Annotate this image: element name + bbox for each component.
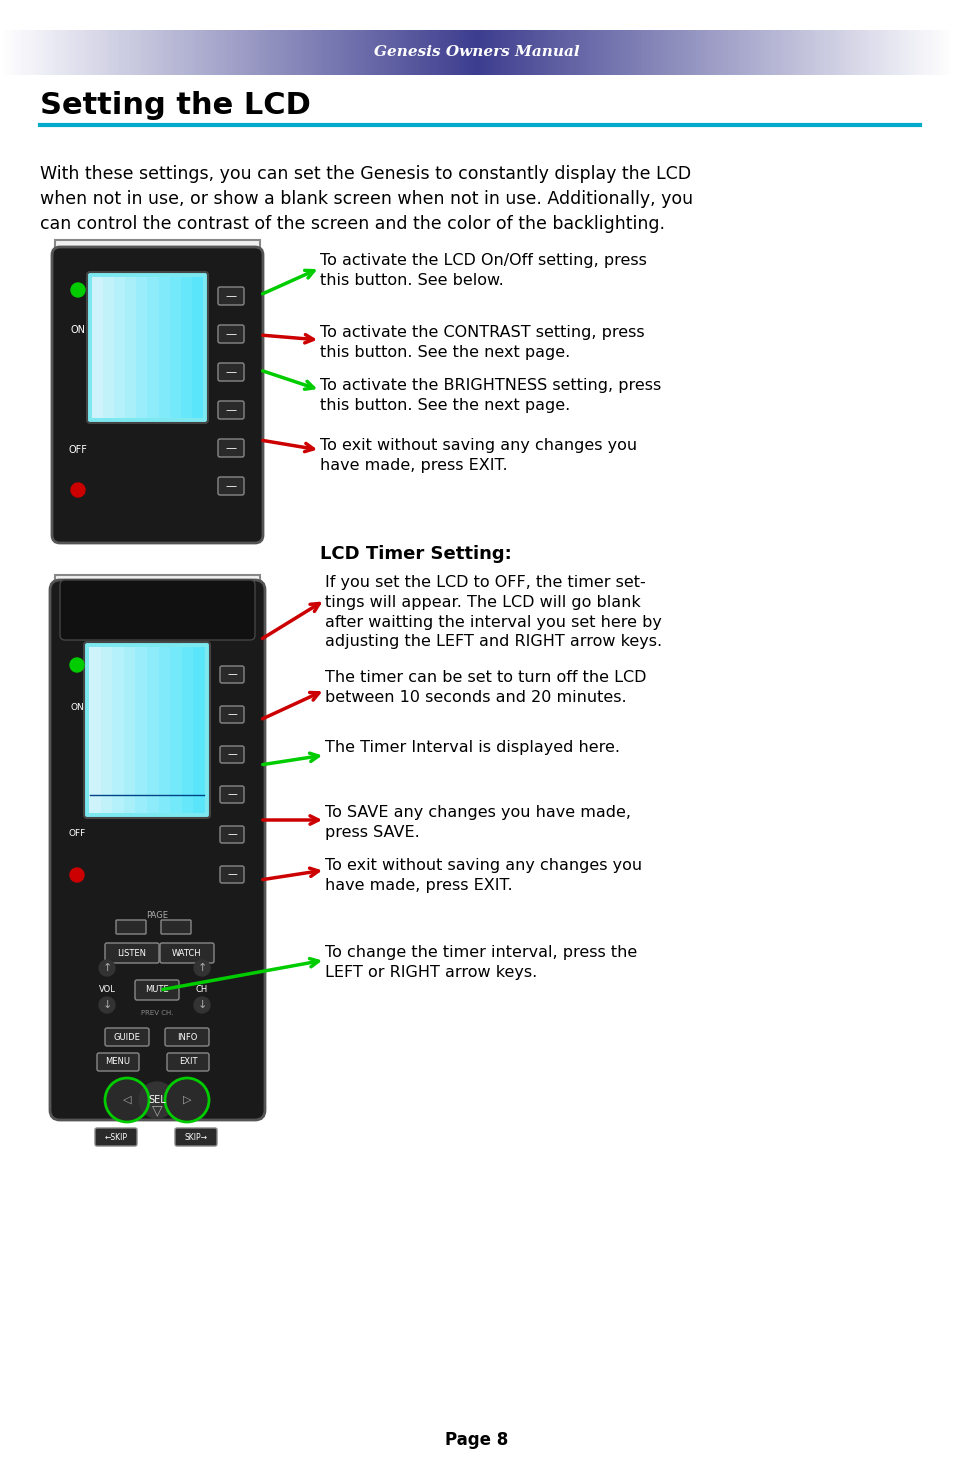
FancyBboxPatch shape — [97, 1053, 139, 1071]
Text: —: — — [227, 709, 236, 718]
FancyBboxPatch shape — [220, 746, 244, 763]
FancyBboxPatch shape — [105, 943, 159, 963]
Text: VOL: VOL — [98, 985, 115, 994]
Text: OFF: OFF — [69, 829, 86, 838]
FancyBboxPatch shape — [220, 826, 244, 844]
Text: SKIP→: SKIP→ — [184, 1133, 208, 1142]
Text: ▷: ▷ — [183, 1094, 191, 1105]
FancyBboxPatch shape — [95, 1128, 137, 1146]
Text: ↑: ↑ — [197, 963, 207, 974]
FancyBboxPatch shape — [218, 476, 244, 496]
Circle shape — [99, 997, 115, 1013]
FancyBboxPatch shape — [218, 288, 244, 305]
Text: To exit without saving any changes you
have made, press EXIT.: To exit without saving any changes you h… — [325, 858, 641, 892]
Text: —: — — [227, 749, 236, 760]
Text: PAGE: PAGE — [146, 910, 168, 919]
Text: OFF: OFF — [69, 445, 88, 454]
FancyBboxPatch shape — [52, 246, 263, 543]
Text: —: — — [225, 481, 236, 491]
Circle shape — [165, 1078, 209, 1122]
Text: LISTEN: LISTEN — [117, 948, 147, 957]
Text: —: — — [225, 329, 236, 339]
Text: MENU: MENU — [106, 1058, 131, 1066]
Text: To change the timer interval, press the
LEFT or RIGHT arrow keys.: To change the timer interval, press the … — [325, 945, 637, 979]
Text: ON: ON — [71, 702, 84, 711]
Circle shape — [99, 960, 115, 976]
Text: If you set the LCD to OFF, the timer set-
tings will appear. The LCD will go bla: If you set the LCD to OFF, the timer set… — [325, 575, 661, 649]
Text: INFO: INFO — [176, 1032, 197, 1041]
Circle shape — [139, 1083, 174, 1118]
Text: ↓: ↓ — [197, 1000, 207, 1010]
Text: WATCH: WATCH — [172, 948, 202, 957]
Text: MUTE: MUTE — [145, 985, 169, 994]
Text: CH: CH — [195, 985, 208, 994]
Text: —: — — [227, 789, 236, 799]
FancyBboxPatch shape — [55, 240, 260, 530]
Circle shape — [70, 658, 84, 673]
Circle shape — [70, 867, 84, 882]
FancyBboxPatch shape — [60, 580, 254, 640]
FancyBboxPatch shape — [84, 642, 210, 819]
Text: The timer can be set to turn off the LCD
between 10 seconds and 20 minutes.: The timer can be set to turn off the LCD… — [325, 670, 646, 705]
Text: —: — — [225, 406, 236, 414]
FancyBboxPatch shape — [220, 866, 244, 884]
Circle shape — [71, 482, 85, 497]
FancyBboxPatch shape — [220, 707, 244, 723]
Text: To activate the CONTRAST setting, press
this button. See the next page.: To activate the CONTRAST setting, press … — [319, 324, 644, 360]
Text: SEL: SEL — [148, 1094, 166, 1105]
Text: ▽: ▽ — [152, 1103, 162, 1117]
Text: ↓: ↓ — [102, 1000, 112, 1010]
Circle shape — [105, 1078, 149, 1122]
FancyBboxPatch shape — [218, 363, 244, 381]
FancyBboxPatch shape — [218, 401, 244, 419]
FancyBboxPatch shape — [174, 1128, 216, 1146]
Text: To SAVE any changes you have made,
press SAVE.: To SAVE any changes you have made, press… — [325, 805, 630, 839]
FancyBboxPatch shape — [55, 575, 260, 1105]
Text: Genesis Owners Manual: Genesis Owners Manual — [374, 46, 579, 59]
FancyBboxPatch shape — [105, 1028, 149, 1046]
Circle shape — [193, 960, 210, 976]
Text: —: — — [225, 442, 236, 453]
Text: To exit without saving any changes you
have made, press EXIT.: To exit without saving any changes you h… — [319, 438, 637, 473]
Text: ↑: ↑ — [102, 963, 112, 974]
Text: EXIT: EXIT — [178, 1058, 197, 1066]
Text: —: — — [225, 367, 236, 378]
FancyBboxPatch shape — [160, 943, 213, 963]
Text: Setting the LCD: Setting the LCD — [40, 90, 311, 119]
Text: —: — — [227, 670, 236, 678]
FancyBboxPatch shape — [220, 667, 244, 683]
FancyBboxPatch shape — [50, 580, 265, 1120]
Circle shape — [71, 283, 85, 296]
Text: —: — — [227, 869, 236, 879]
FancyBboxPatch shape — [165, 1028, 209, 1046]
Circle shape — [193, 997, 210, 1013]
Text: ←SKIP: ←SKIP — [105, 1133, 128, 1142]
FancyBboxPatch shape — [116, 920, 146, 934]
Text: PREV CH.: PREV CH. — [141, 1010, 173, 1016]
FancyBboxPatch shape — [167, 1053, 209, 1071]
FancyBboxPatch shape — [218, 324, 244, 344]
Text: GUIDE: GUIDE — [113, 1032, 140, 1041]
Text: The Timer Interval is displayed here.: The Timer Interval is displayed here. — [325, 740, 619, 755]
Text: To activate the LCD On/Off setting, press
this button. See below.: To activate the LCD On/Off setting, pres… — [319, 254, 646, 288]
Text: LCD Timer Setting:: LCD Timer Setting: — [319, 544, 511, 563]
FancyBboxPatch shape — [87, 271, 208, 423]
FancyBboxPatch shape — [218, 440, 244, 457]
Text: —: — — [227, 829, 236, 839]
Text: Page 8: Page 8 — [445, 1431, 508, 1448]
Text: To activate the BRIGHTNESS setting, press
this button. See the next page.: To activate the BRIGHTNESS setting, pres… — [319, 378, 660, 413]
Text: With these settings, you can set the Genesis to constantly display the LCD
when : With these settings, you can set the Gen… — [40, 165, 693, 233]
Text: ON: ON — [71, 324, 86, 335]
FancyBboxPatch shape — [220, 786, 244, 802]
Text: —: — — [225, 291, 236, 301]
Text: ◁: ◁ — [123, 1094, 132, 1105]
FancyBboxPatch shape — [161, 920, 191, 934]
FancyBboxPatch shape — [135, 979, 179, 1000]
